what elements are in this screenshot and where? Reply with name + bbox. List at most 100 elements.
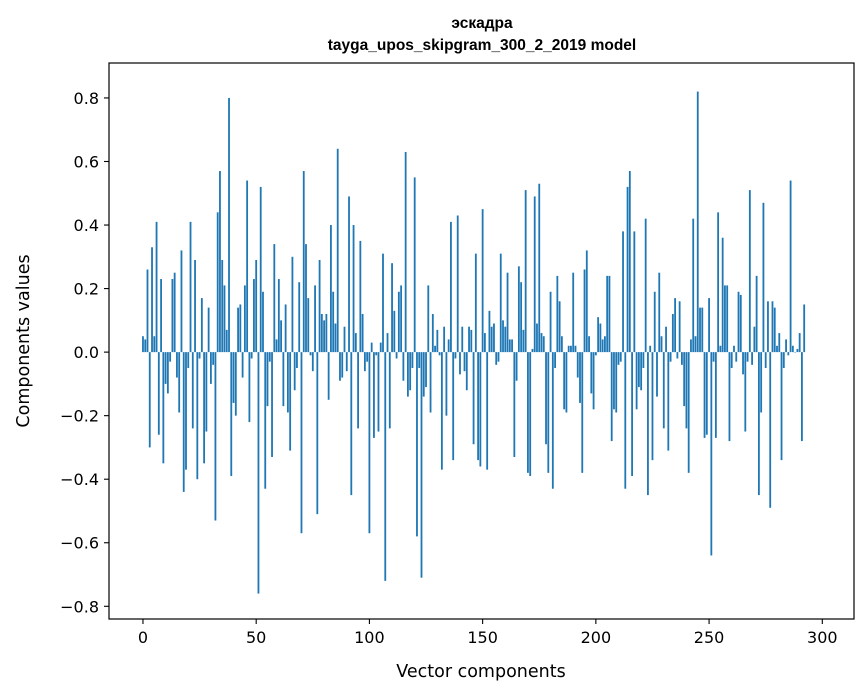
bar — [445, 352, 448, 416]
bar — [631, 352, 633, 477]
bar — [459, 352, 461, 375]
bar — [504, 326, 507, 353]
bar — [316, 352, 319, 515]
bar — [714, 352, 717, 438]
bar — [311, 352, 314, 372]
bar — [744, 352, 747, 432]
bar — [418, 352, 421, 369]
bar — [341, 352, 344, 378]
y-tick-label: 0.0 — [74, 343, 99, 362]
bar — [255, 259, 258, 353]
bar — [712, 352, 715, 362]
bar — [194, 259, 196, 353]
bar — [334, 323, 337, 353]
bar — [662, 352, 665, 429]
bar — [536, 323, 538, 353]
bar — [644, 218, 647, 353]
bar — [588, 336, 590, 353]
bar — [599, 323, 602, 353]
bar — [443, 326, 446, 353]
bar — [400, 285, 403, 353]
bar — [495, 352, 498, 365]
bar — [764, 352, 767, 369]
bar — [382, 253, 384, 353]
bar — [719, 345, 722, 353]
bar — [782, 352, 785, 369]
bar — [780, 352, 783, 461]
bar — [674, 298, 677, 353]
bar — [151, 247, 153, 353]
bar — [180, 250, 183, 353]
bar — [506, 272, 509, 353]
bar — [422, 352, 425, 397]
bar — [776, 345, 778, 353]
bar — [350, 352, 353, 496]
x-axis-label: Vector components — [396, 662, 565, 682]
bar — [785, 339, 787, 353]
bar — [728, 352, 731, 442]
bar — [323, 320, 326, 353]
bar — [746, 352, 749, 362]
bar — [481, 209, 484, 353]
bar — [658, 272, 661, 353]
bar — [613, 352, 615, 410]
bar — [640, 352, 643, 391]
bar — [173, 272, 176, 353]
bar — [463, 352, 466, 372]
bar — [264, 352, 267, 489]
bar — [468, 326, 470, 353]
bar — [187, 352, 190, 369]
bar — [542, 336, 545, 353]
bar — [572, 272, 575, 353]
bar — [678, 301, 681, 353]
bar — [665, 326, 667, 353]
bar — [232, 352, 235, 403]
bar — [610, 352, 613, 442]
bar — [477, 352, 480, 461]
bar — [606, 275, 609, 353]
bar — [742, 352, 744, 375]
bar — [737, 291, 740, 353]
bar — [565, 352, 568, 413]
bar — [198, 352, 201, 359]
bar — [345, 352, 348, 372]
bar — [558, 301, 561, 353]
bar — [751, 352, 753, 365]
bar — [397, 291, 400, 353]
bar — [608, 275, 611, 353]
bar — [271, 352, 273, 457]
bar — [798, 333, 801, 353]
bar — [259, 186, 262, 353]
bar — [189, 221, 192, 353]
bar — [286, 352, 289, 413]
bar — [796, 348, 799, 353]
plot-frame — [108, 62, 855, 620]
bar — [431, 313, 434, 353]
bar — [352, 225, 355, 353]
bar — [327, 352, 330, 400]
bar — [502, 320, 504, 353]
bar — [411, 352, 414, 369]
bar — [583, 269, 586, 353]
bar — [529, 352, 532, 477]
x-tick-label: 50 — [246, 628, 266, 647]
y-tick-label: 0.2 — [74, 280, 99, 299]
bar — [343, 326, 346, 353]
bar — [209, 352, 212, 384]
bar — [787, 352, 790, 356]
bar — [486, 352, 489, 470]
y-tick-label: 0.8 — [74, 89, 99, 108]
bar — [585, 250, 588, 353]
bar — [155, 221, 158, 353]
bar — [721, 237, 724, 353]
bar — [416, 352, 418, 537]
bar — [166, 352, 169, 394]
bar — [162, 352, 165, 464]
bar — [597, 317, 600, 353]
bar — [223, 285, 226, 353]
y-tick-label: −0.8 — [60, 597, 99, 616]
bar — [767, 301, 769, 353]
bar — [488, 310, 491, 353]
bar — [717, 212, 720, 353]
bar — [635, 352, 638, 410]
